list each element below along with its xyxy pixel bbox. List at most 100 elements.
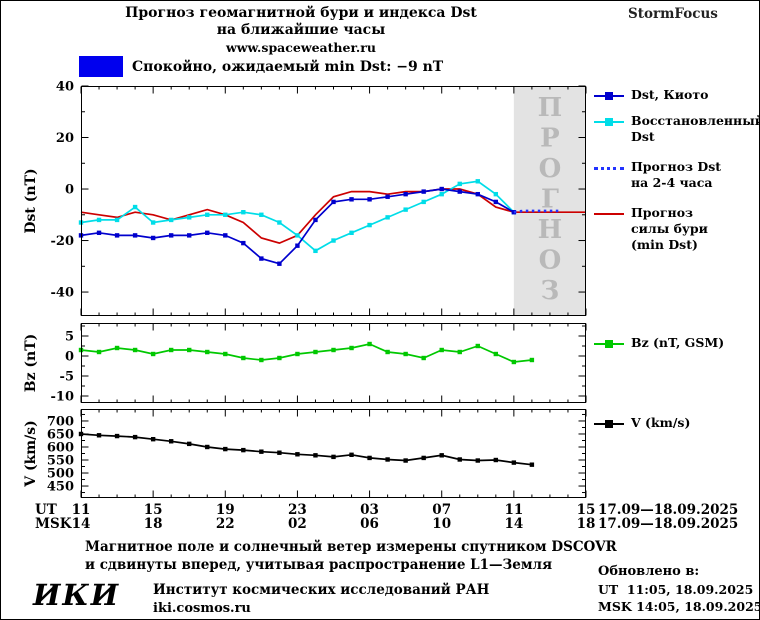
y-tick-label: 700 [47, 414, 74, 429]
series-marker [96, 230, 102, 236]
series-marker [96, 217, 102, 223]
series-marker [150, 436, 156, 442]
dst-kyoto-swatch-icon [594, 90, 624, 102]
institute-name: Институт космических исследований РАН [153, 582, 490, 598]
series-marker [114, 433, 120, 439]
series-marker [493, 199, 499, 205]
series-marker [385, 349, 390, 355]
series-marker [150, 235, 156, 241]
ut-date-range: 17.09—18.09.2025 [598, 502, 739, 518]
series-marker [96, 349, 102, 355]
forecast-region-letter: О [539, 154, 562, 184]
series-marker [114, 233, 120, 238]
series-marker [96, 433, 102, 438]
series-marker [313, 248, 318, 254]
x-tick-label: 07 [432, 502, 452, 518]
legend-label: Bz (nT, GSM) [631, 335, 725, 350]
series-marker [295, 233, 300, 238]
series-marker [132, 204, 138, 210]
series-marker [367, 197, 372, 202]
legend-label: Прогноз Dst на 2-4 часа [631, 159, 722, 190]
series-marker [493, 457, 499, 463]
legend-v: V (km/s) [594, 415, 690, 431]
series-marker [403, 351, 408, 357]
legend-label: Восстановленный Dst [631, 113, 760, 144]
series-marker [331, 199, 336, 205]
msk-date-range: 17.09—18.09.2025 [598, 516, 739, 532]
series-marker [331, 238, 336, 243]
y-tick-label: -20 [51, 234, 75, 249]
series-marker [295, 351, 300, 357]
series-marker [439, 191, 444, 197]
series-line [80, 180, 515, 252]
restored-dst-swatch-icon [594, 116, 624, 128]
series-marker [331, 454, 336, 460]
series-marker [259, 357, 264, 363]
series-marker [168, 439, 174, 444]
bz-chart-panel: 5 0 -5 -10 Bz (nT) [23, 323, 587, 405]
series-marker [241, 240, 246, 246]
y-tick-label: 0 [65, 183, 74, 198]
x-tick-label: 22 [215, 516, 235, 532]
series-marker [385, 457, 390, 462]
series-marker [367, 222, 372, 228]
y-axis-title: Bz (nT) [23, 334, 39, 393]
series-marker [511, 210, 517, 215]
y-axis-title: Dst (nT) [23, 168, 39, 233]
v-swatch-icon [594, 418, 624, 430]
plot-border [81, 409, 586, 498]
series-marker [150, 351, 156, 357]
y-tick-label: 40 [56, 80, 74, 95]
series-marker [187, 441, 192, 447]
series-marker [187, 347, 192, 353]
forecast-region [513, 86, 586, 316]
legend-label: V (km/s) [631, 415, 691, 430]
series-marker [277, 450, 282, 455]
measurement-note-line-1: Магнитное поле и солнечный ветер измерен… [85, 539, 617, 555]
series-marker [349, 345, 354, 351]
forecast-region-letter: Н [538, 215, 563, 245]
series-marker [385, 215, 390, 220]
legend-label: Прогноз силы бури (min Dst) [631, 205, 708, 252]
bz-swatch-icon [594, 338, 624, 350]
series-marker [205, 349, 210, 355]
series-marker [277, 220, 282, 225]
series-marker [132, 233, 138, 238]
forecast-dst-swatch-icon [594, 162, 624, 174]
series-marker [114, 345, 120, 351]
forecast-region-letter: З [541, 276, 560, 306]
series-marker [259, 212, 264, 217]
series-marker [150, 220, 156, 225]
series-marker [475, 458, 480, 463]
series-marker [511, 359, 517, 365]
series-marker [421, 199, 426, 205]
forecast-region-letter: О [539, 246, 562, 276]
legend-storm-forecast: Прогноз силы бури (min Dst) [594, 205, 708, 253]
forecast-region-letter: Р [540, 124, 560, 154]
series-marker [168, 233, 174, 238]
measurement-note-line-2: и сдвинуты вперед, учитывая распростране… [85, 557, 553, 573]
series-marker [241, 355, 246, 361]
storm-level-indicator [79, 56, 123, 77]
series-marker [385, 194, 390, 199]
y-tick-label: 650 [47, 427, 74, 442]
series-marker [493, 191, 499, 197]
source-url-link[interactable]: www.spaceweather.ru [226, 40, 376, 55]
series-marker [205, 444, 210, 450]
series-marker [457, 349, 462, 355]
series-marker [367, 341, 372, 347]
series-marker [241, 447, 246, 453]
series-marker [114, 217, 120, 223]
storm-forecast-swatch-icon [594, 208, 624, 220]
iki-logo: ИКИ [33, 578, 121, 612]
y-tick-label: 20 [56, 131, 74, 146]
series-line [80, 433, 532, 466]
y-tick-label: -10 [51, 390, 75, 405]
y-tick-label: 5 [65, 330, 74, 345]
institute-site-link[interactable]: iki.cosmos.ru [153, 601, 251, 616]
plot-border [81, 323, 586, 403]
x-tick-label: 15 [143, 502, 163, 518]
series-line [80, 188, 515, 265]
